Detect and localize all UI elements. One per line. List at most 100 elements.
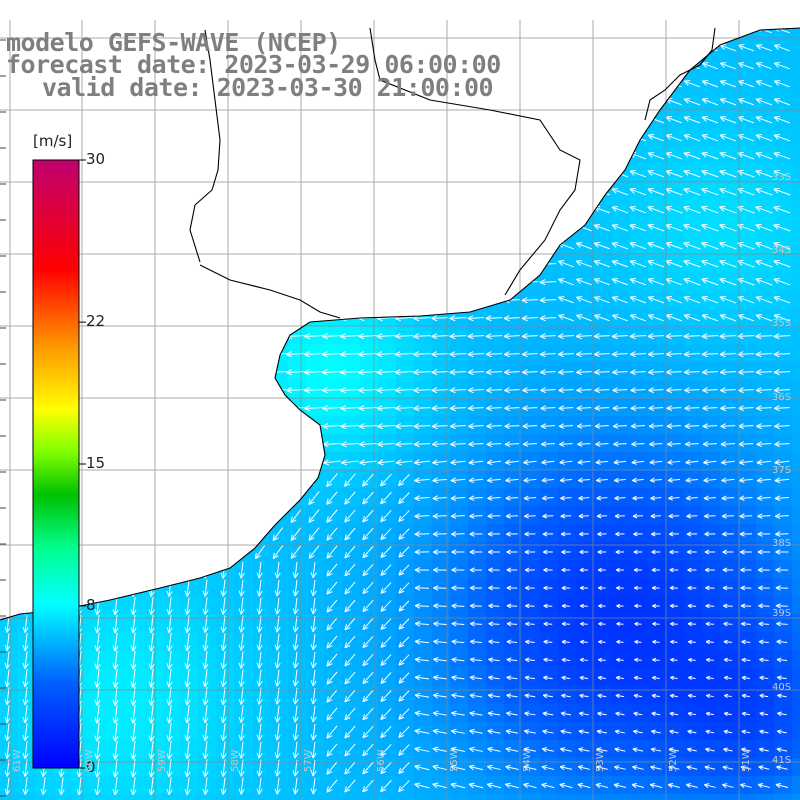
wind-arrow	[632, 513, 643, 519]
wind-arrow	[704, 765, 716, 771]
wind-arrow	[485, 333, 503, 340]
wind-arrow	[450, 477, 466, 484]
wind-arrow	[629, 169, 647, 178]
wind-arrow	[597, 675, 607, 681]
wind-arrow	[326, 509, 338, 523]
wind-arrow	[451, 603, 465, 609]
wind-arrow	[560, 513, 572, 519]
wind-arrow	[719, 133, 737, 142]
wind-arrow	[612, 387, 628, 394]
wind-arrow	[576, 405, 592, 411]
wind-arrow	[398, 762, 410, 774]
wind-arrow	[685, 495, 698, 501]
wind-arrow	[274, 777, 281, 795]
wind-arrow	[575, 333, 592, 340]
wind-arrow	[652, 657, 660, 663]
wind-arrow	[380, 672, 392, 684]
wind-arrow	[310, 723, 317, 741]
wind-arrow	[362, 545, 374, 559]
wind-arrow	[310, 759, 317, 777]
wind-arrow	[755, 98, 773, 106]
wind-arrow	[611, 278, 629, 286]
wind-arrow	[774, 441, 790, 448]
wind-arrow	[166, 777, 173, 796]
wind-arrow	[432, 692, 447, 699]
wind-arrow	[413, 441, 431, 448]
wind-arrow	[540, 441, 555, 447]
wind-arrow	[777, 711, 787, 717]
wind-arrow	[740, 783, 752, 789]
wind-arrow	[741, 747, 751, 753]
wind-arrow	[543, 621, 553, 627]
wind-arrow	[148, 740, 155, 760]
wind-arrow	[593, 224, 611, 232]
wind-arrow	[505, 711, 518, 717]
wind-arrow	[451, 657, 465, 663]
wind-arrow	[722, 531, 734, 537]
wind-arrow	[22, 705, 29, 724]
wind-arrow	[433, 657, 447, 663]
wind-arrow	[755, 259, 773, 268]
wind-arrow	[486, 782, 501, 789]
wind-arrow	[292, 687, 299, 705]
wind-arrow	[683, 351, 701, 358]
wind-arrow	[647, 241, 665, 250]
wind-arrow	[701, 80, 718, 88]
wind-arrow	[292, 723, 299, 741]
wind-arrow	[775, 549, 789, 555]
wind-arrow	[344, 671, 356, 685]
wind-arrow	[220, 741, 227, 759]
wind-arrow	[166, 597, 173, 615]
wind-arrow	[776, 657, 788, 663]
wind-arrow	[668, 513, 680, 519]
wind-arrow	[773, 134, 791, 142]
wind-arrow	[469, 693, 483, 699]
wind-arrow	[414, 603, 429, 609]
wind-arrow	[755, 314, 773, 322]
wind-arrow	[669, 567, 679, 573]
wind-arrow	[380, 600, 392, 612]
wind-arrow	[525, 603, 535, 609]
wind-arrow	[719, 115, 737, 124]
wind-arrow	[577, 459, 591, 465]
wind-arrow	[719, 187, 737, 196]
wind-arrow	[687, 711, 697, 717]
wind-arrow	[413, 423, 431, 430]
wind-arrow	[647, 134, 665, 142]
wind-arrow	[629, 223, 647, 232]
wind-arrow	[326, 671, 338, 685]
wind-arrow	[469, 549, 483, 555]
wind-arrow	[184, 704, 191, 724]
wind-arrow	[598, 657, 606, 663]
wind-arrow	[702, 441, 717, 447]
wind-arrow	[540, 369, 556, 376]
wind-arrow	[398, 564, 410, 576]
wind-arrow	[220, 633, 227, 651]
wind-arrow	[380, 654, 392, 666]
wind-arrow	[522, 387, 538, 394]
wind-arrow	[543, 657, 553, 663]
wind-arrow	[755, 116, 773, 124]
wind-arrow	[558, 296, 574, 304]
wind-arrow	[274, 741, 281, 759]
wind-arrow	[308, 491, 320, 505]
wind-arrow	[557, 333, 574, 340]
wind-arrow	[666, 387, 682, 394]
wind-arrow	[612, 405, 628, 411]
wind-arrow	[504, 441, 520, 447]
wind-arrow	[647, 169, 665, 178]
wind-arrow	[398, 744, 410, 756]
wind-arrow	[469, 746, 483, 753]
wind-arrow	[362, 563, 374, 577]
wind-arrow	[414, 531, 430, 537]
wind-arrow	[773, 223, 791, 232]
wind-arrow	[706, 675, 714, 681]
wind-arrow	[576, 314, 592, 322]
wind-arrow	[505, 764, 519, 771]
wind-arrow	[362, 599, 374, 613]
wind-arrow	[683, 133, 701, 142]
wind-arrow	[310, 741, 317, 759]
wind-arrow	[629, 187, 647, 196]
wind-arrow	[469, 639, 482, 645]
wind-arrow	[666, 369, 682, 376]
